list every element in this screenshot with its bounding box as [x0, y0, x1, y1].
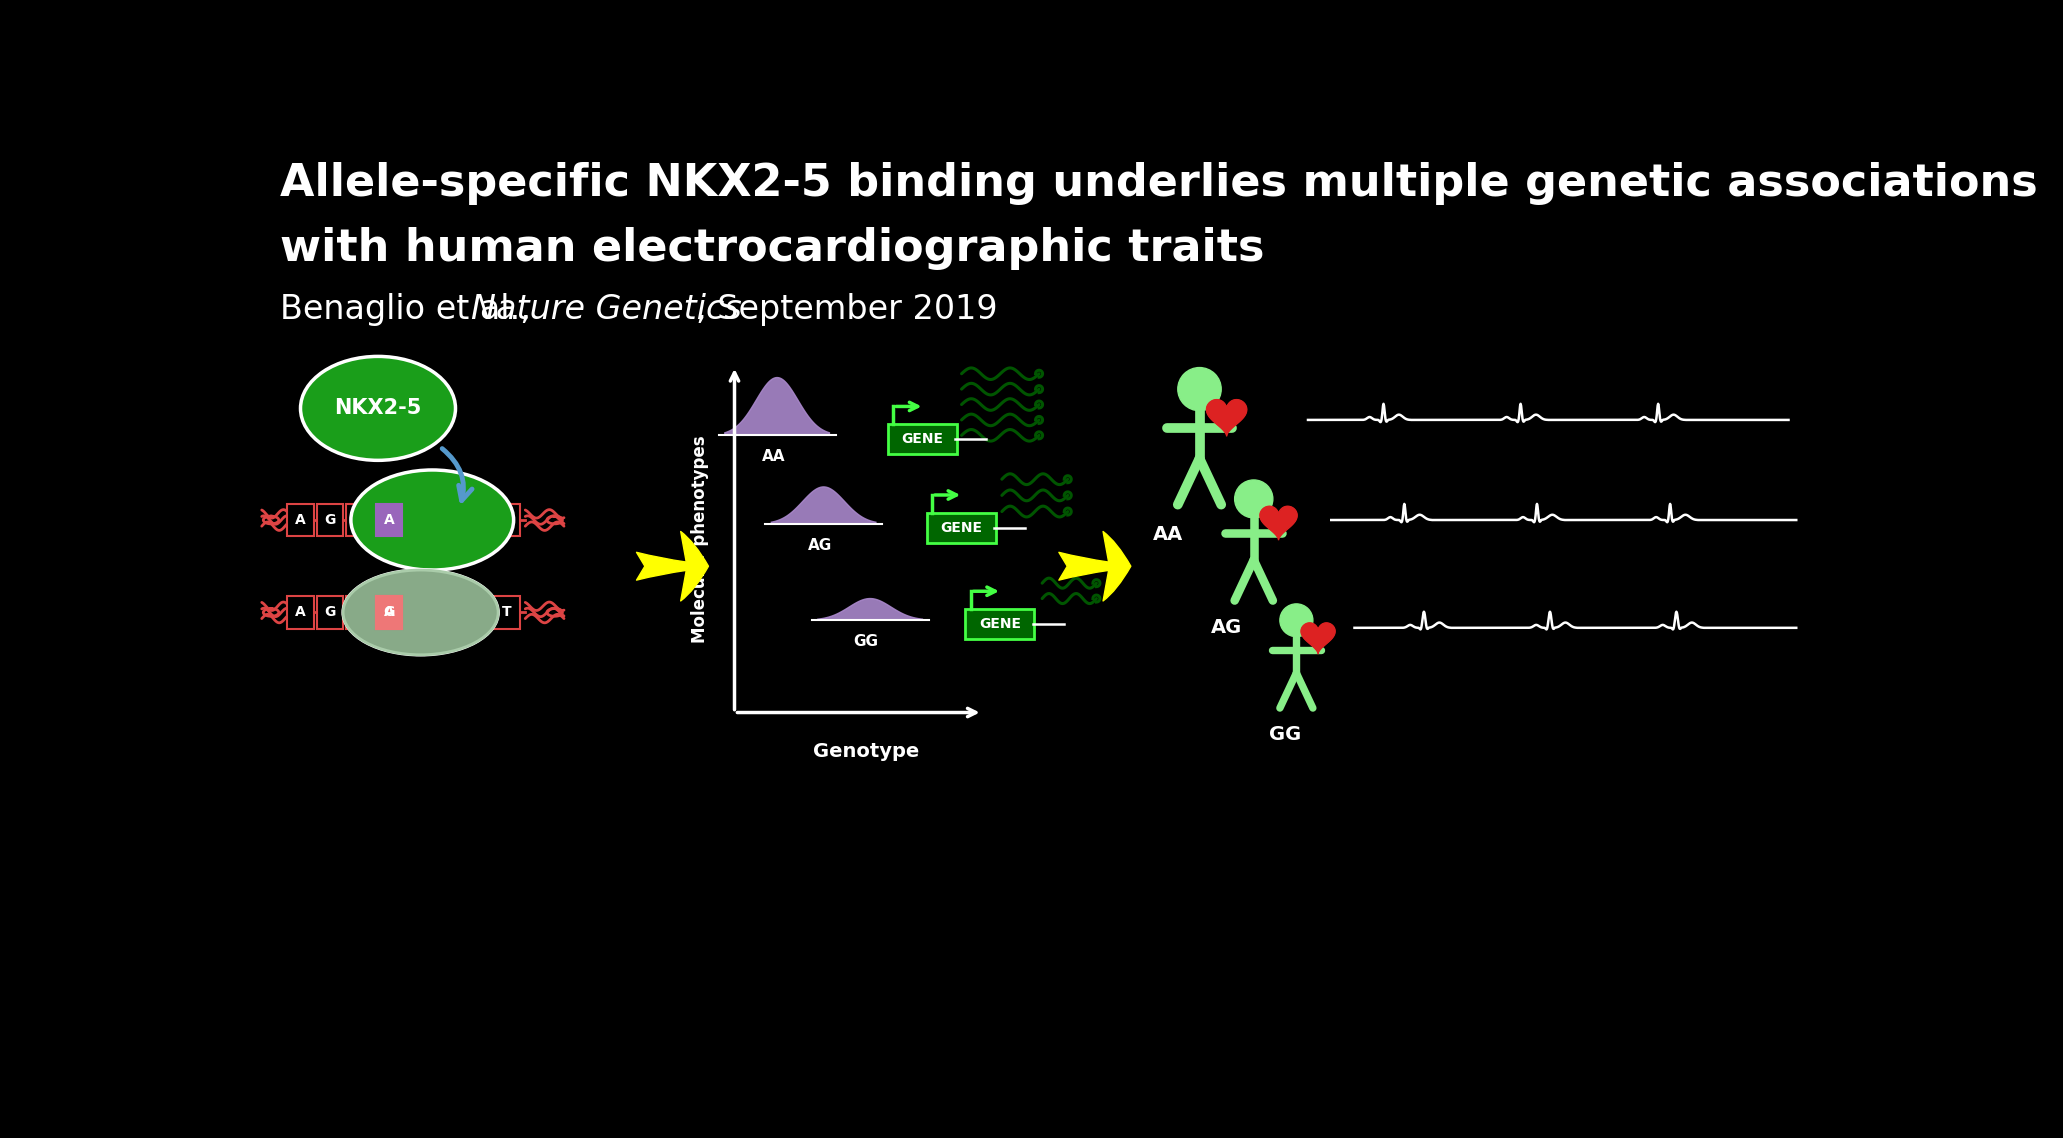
- Text: Nature Genetics: Nature Genetics: [470, 292, 743, 325]
- Text: GG: GG: [1269, 725, 1302, 744]
- FancyBboxPatch shape: [926, 513, 996, 543]
- Text: AG: AG: [1211, 618, 1242, 637]
- FancyBboxPatch shape: [435, 504, 460, 536]
- FancyBboxPatch shape: [375, 504, 402, 536]
- Text: A: A: [384, 605, 394, 619]
- FancyBboxPatch shape: [435, 596, 460, 628]
- FancyBboxPatch shape: [318, 596, 342, 628]
- FancyBboxPatch shape: [318, 504, 342, 536]
- Text: G: G: [472, 605, 483, 619]
- Text: GG: GG: [854, 634, 879, 649]
- Polygon shape: [1207, 399, 1246, 436]
- Text: A: A: [295, 513, 305, 527]
- Text: C: C: [413, 513, 423, 527]
- Ellipse shape: [301, 356, 456, 461]
- FancyBboxPatch shape: [464, 504, 491, 536]
- Circle shape: [1178, 368, 1221, 411]
- Text: Genotype: Genotype: [813, 742, 920, 760]
- FancyBboxPatch shape: [887, 424, 957, 454]
- Ellipse shape: [351, 470, 514, 570]
- FancyBboxPatch shape: [404, 504, 431, 536]
- Text: G: G: [324, 513, 336, 527]
- FancyBboxPatch shape: [287, 596, 314, 628]
- FancyBboxPatch shape: [965, 609, 1034, 638]
- Text: Allele-specific NKX2-5 binding underlies multiple genetic associations: Allele-specific NKX2-5 binding underlies…: [281, 162, 2038, 205]
- Circle shape: [1234, 480, 1273, 518]
- Circle shape: [1279, 604, 1312, 636]
- FancyBboxPatch shape: [347, 504, 373, 536]
- FancyBboxPatch shape: [375, 596, 402, 628]
- Text: T: T: [501, 513, 512, 527]
- Text: , September 2019: , September 2019: [695, 292, 996, 325]
- FancyBboxPatch shape: [347, 596, 373, 628]
- Text: G: G: [472, 513, 483, 527]
- FancyBboxPatch shape: [375, 596, 402, 628]
- Text: GENE: GENE: [980, 617, 1021, 630]
- Text: A: A: [384, 513, 394, 527]
- Polygon shape: [1302, 622, 1335, 653]
- Text: A: A: [295, 605, 305, 619]
- Text: G: G: [384, 605, 394, 619]
- Ellipse shape: [342, 570, 497, 654]
- Text: Benaglio et al.,: Benaglio et al.,: [281, 292, 541, 325]
- FancyBboxPatch shape: [464, 596, 491, 628]
- FancyBboxPatch shape: [375, 504, 402, 536]
- Text: A: A: [384, 513, 394, 527]
- Polygon shape: [772, 487, 877, 523]
- Text: Molecular phenotypes: Molecular phenotypes: [691, 436, 708, 643]
- Text: AG: AG: [807, 538, 831, 553]
- Text: AA: AA: [1153, 526, 1184, 544]
- Text: C: C: [413, 605, 423, 619]
- Ellipse shape: [342, 570, 497, 654]
- Text: A: A: [355, 513, 365, 527]
- Polygon shape: [1260, 506, 1298, 539]
- FancyBboxPatch shape: [493, 504, 520, 536]
- Text: GENE: GENE: [941, 521, 982, 535]
- FancyBboxPatch shape: [287, 504, 314, 536]
- Text: A: A: [384, 605, 394, 619]
- Text: with human electrocardiographic traits: with human electrocardiographic traits: [281, 228, 1265, 271]
- Text: G: G: [324, 605, 336, 619]
- Text: T: T: [444, 605, 452, 619]
- Text: AA: AA: [761, 450, 786, 464]
- Polygon shape: [817, 599, 922, 620]
- FancyBboxPatch shape: [404, 596, 431, 628]
- Text: NKX2-5: NKX2-5: [334, 398, 421, 419]
- Text: T: T: [444, 513, 452, 527]
- Text: GENE: GENE: [902, 432, 943, 446]
- Text: A: A: [355, 605, 365, 619]
- Text: T: T: [501, 605, 512, 619]
- FancyBboxPatch shape: [493, 596, 520, 628]
- FancyBboxPatch shape: [375, 596, 402, 628]
- Polygon shape: [724, 378, 829, 436]
